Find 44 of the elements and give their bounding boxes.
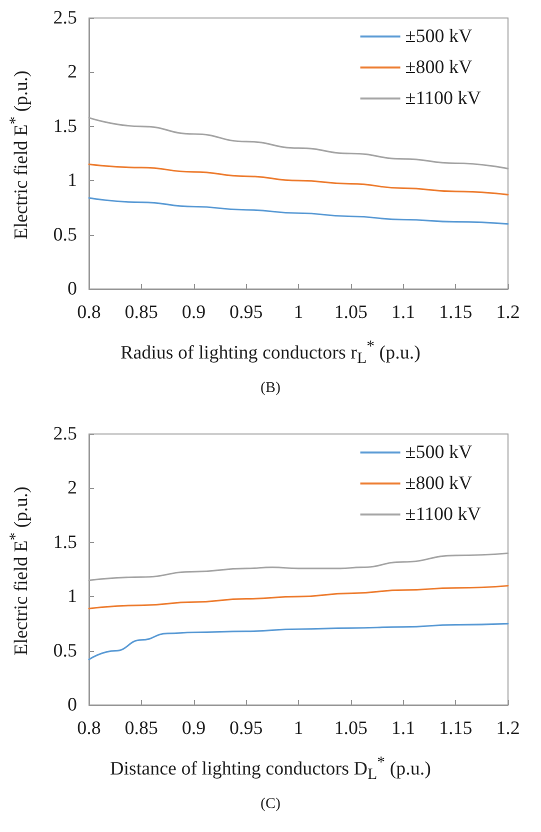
x-tick-label: 0.9 <box>182 718 206 739</box>
line-series <box>88 164 509 196</box>
y-tick-label: 1 <box>68 586 77 608</box>
line-series <box>88 584 509 610</box>
x-tick-label: 1.1 <box>391 302 416 323</box>
x-tick-label: 0.95 <box>230 302 263 323</box>
y-tick-label: 1.5 <box>53 532 77 553</box>
x-tick-label: 1.05 <box>334 302 368 323</box>
y-tick-label: 0.5 <box>53 640 77 662</box>
text: (B) <box>260 380 282 397</box>
legend-label: ±1100 kV <box>405 88 482 109</box>
x-tick-label: 1.2 <box>496 718 520 739</box>
x-tick-label: 0.85 <box>124 718 158 739</box>
x-tick-label: 0.9 <box>182 302 206 323</box>
y-tick-label: 2 <box>68 62 77 83</box>
legend-label: ±500 kV <box>405 26 472 47</box>
x-tick-label: 1 <box>294 718 304 739</box>
x-axis-title: Distance of lighting conductors D$_{L}$$^{*}$ (p.u.) <box>108 754 432 784</box>
legend-label: ±1100 kV <box>405 504 482 525</box>
x-tick-label: 0.8 <box>77 302 101 323</box>
legend-label: ±500 kV <box>405 442 472 463</box>
line-series <box>88 622 509 660</box>
x-tick-label: 1.1 <box>391 718 416 739</box>
y-tick-label: 2.5 <box>53 424 77 444</box>
x-tick-label: 1.05 <box>334 718 368 739</box>
y-tick-label: 0.5 <box>53 224 77 246</box>
x-axis-title: Radius of lighting conductors r$_{L}$$^{*}$ (p.u.) <box>120 338 422 368</box>
legend-label: ±800 kV <box>405 57 472 78</box>
y-tick-label: 2.5 <box>53 8 77 28</box>
x-tick-label: 0.8 <box>77 718 101 739</box>
x-tick-label: 1.2 <box>496 302 520 323</box>
x-tick-label: 0.85 <box>124 302 158 323</box>
line-series <box>88 197 509 225</box>
y-tick-label: 0 <box>68 278 77 300</box>
x-tick-label: 1.15 <box>439 718 472 739</box>
y-tick-label: 0 <box>68 694 77 716</box>
y-tick-label: 2 <box>68 478 77 499</box>
legend-label: ±800 kV <box>405 473 472 494</box>
y-tick-label: 1 <box>68 170 77 192</box>
x-tick-label: 0.95 <box>230 718 263 739</box>
text: (C) <box>260 796 282 813</box>
x-tick-label: 1 <box>294 302 304 323</box>
y-tick-label: 1.5 <box>53 116 77 137</box>
x-tick-label: 1.15 <box>439 302 472 323</box>
